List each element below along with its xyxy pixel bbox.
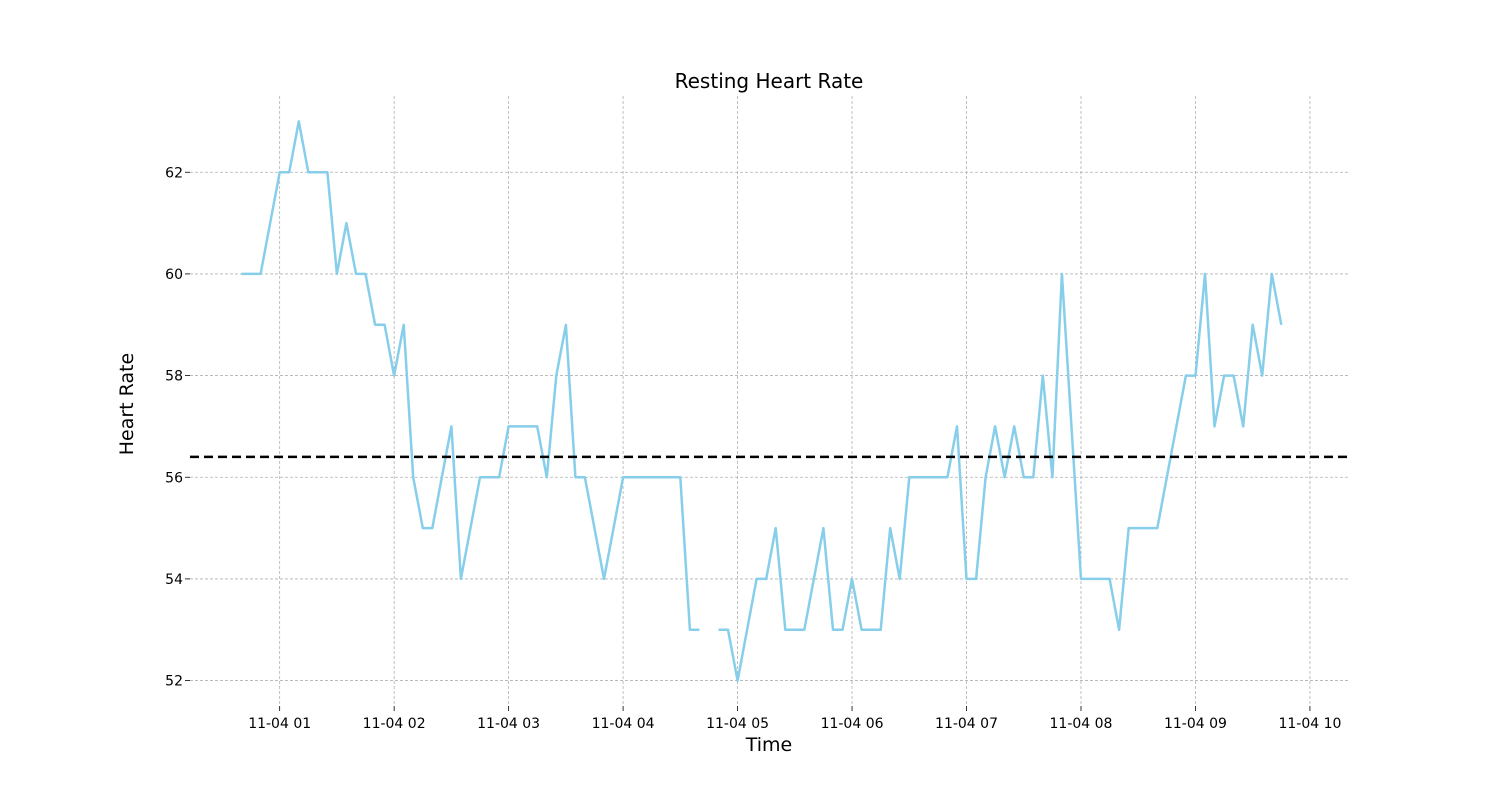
x-axis-ticks: 11-04 01 11-04 02 11-04 03 11-04 04 11-04 05… — [248, 706, 1341, 732]
chart-title: Resting Heart Rate — [675, 69, 864, 93]
x-tick-label: 11-04 03 — [477, 716, 540, 732]
x-axis-label: Time — [745, 734, 793, 756]
x-tick-label: 11-04 10 — [1278, 716, 1341, 732]
y-tick-label: 58 — [165, 369, 183, 385]
x-tick-label: 11-04 07 — [935, 716, 998, 732]
grid — [190, 96, 1350, 706]
y-tick-label: 54 — [165, 572, 183, 588]
x-tick-label: 11-04 08 — [1050, 716, 1113, 732]
heart-rate-series-line — [241, 120, 700, 632]
x-tick-label: 11-04 01 — [248, 716, 311, 732]
x-tick-label: 11-04 02 — [363, 716, 426, 732]
y-tick-label: 56 — [165, 470, 183, 486]
y-tick-label: 62 — [165, 165, 183, 181]
y-axis-label: Heart Rate — [116, 353, 138, 456]
series-layer — [241, 120, 1283, 682]
x-tick-label: 11-04 06 — [821, 716, 884, 732]
y-tick-label: 52 — [165, 674, 183, 690]
x-tick-label: 11-04 09 — [1164, 716, 1227, 732]
x-tick-label: 11-04 05 — [706, 716, 769, 732]
y-axis-ticks: 52 54 56 58 60 62 — [165, 165, 190, 690]
heart-rate-series-line — [718, 272, 1283, 682]
y-tick-label: 60 — [165, 267, 183, 283]
x-tick-label: 11-04 04 — [592, 716, 655, 732]
